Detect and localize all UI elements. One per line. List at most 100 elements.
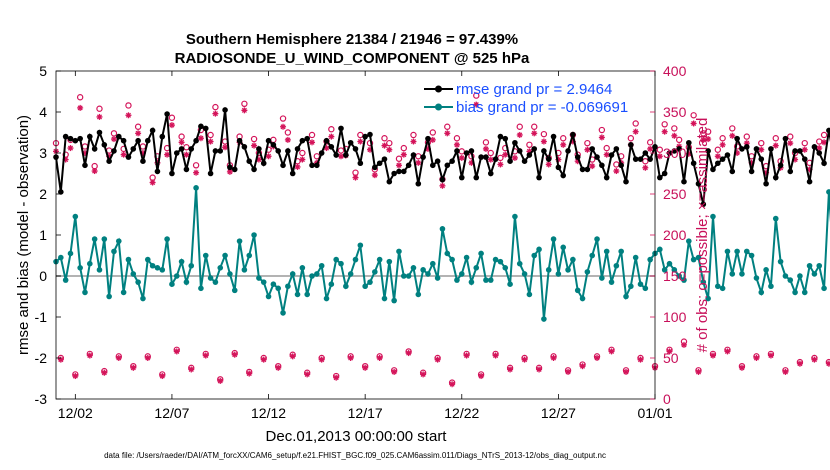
- bias-point: [512, 213, 518, 220]
- bias-point: [410, 265, 417, 271]
- obs-assimilated-stroke: [280, 124, 286, 130]
- rmse-point: [386, 178, 393, 185]
- obs-assimilated-point: [86, 352, 93, 359]
- bias-point: [217, 265, 224, 271]
- rmse-point: [318, 150, 325, 156]
- obs-assimilated-point: [772, 142, 779, 149]
- y-right-tick-label: 100: [663, 309, 687, 325]
- bias-point: [280, 310, 286, 316]
- bias-point: [236, 238, 243, 244]
- bias-point: [140, 295, 146, 302]
- obs-assimilated-stroke: [179, 139, 185, 145]
- bias-point: [454, 277, 460, 283]
- obs-assimilated-stroke: [299, 157, 305, 163]
- obs-possible-point: [473, 92, 480, 99]
- bias-point: [106, 293, 112, 300]
- rmse-point: [347, 139, 354, 146]
- obs-assimilated-point: [478, 373, 485, 380]
- bias-point: [705, 295, 711, 302]
- rmse-point: [82, 162, 88, 169]
- bias-point: [826, 189, 830, 195]
- obs-possible-point: [395, 155, 403, 162]
- obs-assimilated-point: [608, 348, 615, 355]
- obs-possible-point: [308, 131, 316, 139]
- rmse-point: [111, 148, 117, 154]
- obs-assimilated-point: [502, 151, 509, 158]
- obs-assimilated-point: [164, 151, 171, 158]
- bias-point: [289, 271, 296, 277]
- bias-point: [130, 271, 137, 277]
- bias-point: [579, 295, 586, 302]
- obs-possible-point: [357, 131, 364, 139]
- legend-rmse-label: rmse grand pr = 2.9464: [456, 81, 612, 98]
- obs-assimilated-point: [304, 371, 311, 378]
- rmse-point: [768, 146, 774, 152]
- bias-point: [806, 262, 813, 269]
- bias-point: [347, 271, 354, 277]
- obs-assimilated-stroke: [671, 133, 677, 139]
- bias-point: [222, 252, 228, 259]
- chart-subtitle: RADIOSONDE_U_WIND_COMPONENT @ 525 hPa: [175, 50, 530, 67]
- bias-point: [202, 252, 209, 259]
- bias-point: [463, 254, 470, 261]
- bias-point: [135, 279, 141, 285]
- obs-assimilated-point: [560, 141, 567, 148]
- bias-point: [444, 250, 451, 257]
- obs-possible-point: [820, 131, 828, 139]
- obs-assimilated-point: [796, 360, 803, 367]
- rmse-point: [613, 146, 620, 152]
- obs-possible-point: [270, 136, 277, 144]
- obs-assimilated-stroke: [439, 183, 446, 189]
- y-axis-label-right: # of obs: o=possible; ×=assimilated: [694, 118, 711, 353]
- bias-point: [357, 242, 364, 249]
- obs-assimilated-stroke: [125, 112, 132, 118]
- obs-assimilated-stroke: [285, 137, 291, 143]
- rmse-point: [429, 162, 436, 169]
- bias-point: [144, 256, 151, 263]
- bias-point: [570, 256, 576, 263]
- obs-assimilated-point: [492, 352, 499, 359]
- bias-point: [149, 262, 156, 269]
- obs-assimilated-stroke: [198, 135, 204, 141]
- obs-assimilated-point: [91, 168, 98, 175]
- rmse-point: [236, 137, 243, 144]
- obs-assimilated-point: [207, 138, 214, 145]
- rmse-point: [719, 156, 726, 162]
- obs-assimilated-stroke: [435, 357, 441, 363]
- obs-assimilated-stroke: [101, 370, 107, 376]
- obs-assimilated-stroke: [415, 160, 421, 166]
- obs-assimilated-point: [695, 368, 702, 375]
- obs-assimilated-stroke: [150, 179, 156, 186]
- rmse-point: [140, 158, 146, 164]
- obs-assimilated-point: [265, 153, 272, 160]
- bias-point: [333, 256, 339, 263]
- obs-assimilated-point: [357, 138, 364, 145]
- rmse-point: [256, 146, 262, 152]
- obs-assimilated-point: [439, 182, 446, 189]
- obs-assimilated-stroke: [449, 381, 455, 387]
- bias-point: [275, 285, 282, 292]
- bias-point: [487, 277, 494, 283]
- rmse-point: [497, 133, 504, 140]
- bias-point: [637, 281, 644, 288]
- rmse-point: [671, 148, 678, 154]
- obs-assimilated-stroke: [473, 102, 479, 108]
- rmse-point: [521, 158, 528, 164]
- obs-assimilated-point: [120, 151, 127, 158]
- obs-assimilated-stroke: [386, 147, 392, 153]
- obs-assimilated-point: [260, 356, 267, 363]
- obs-assimilated-point: [405, 350, 412, 357]
- obs-assimilated-point: [149, 179, 156, 186]
- rmse-point: [483, 154, 489, 160]
- obs-assimilated-point: [381, 142, 388, 149]
- y-right-tick-label: 150: [663, 268, 687, 284]
- bias-point: [541, 316, 547, 322]
- obs-assimilated-stroke: [715, 153, 721, 159]
- bias-point: [526, 291, 533, 298]
- bias-point: [724, 248, 731, 255]
- rmse-point: [555, 164, 562, 171]
- rmse-point: [695, 180, 702, 187]
- obs-assimilated-point: [115, 355, 122, 361]
- obs-assimilated-stroke: [579, 363, 586, 369]
- rmse-point: [734, 135, 740, 142]
